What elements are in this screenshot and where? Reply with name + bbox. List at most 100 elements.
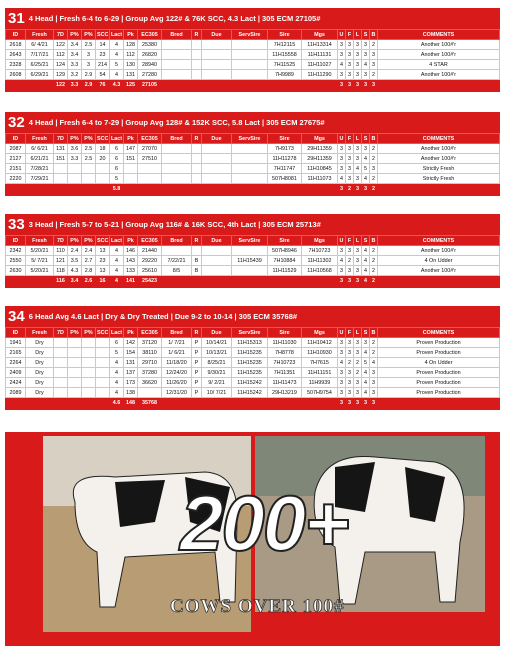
cell: 27510 xyxy=(137,153,162,164)
avg-cell xyxy=(81,397,96,408)
cell: 7/28/21 xyxy=(25,163,54,174)
cell: 2643 xyxy=(5,49,26,60)
cell: 6 xyxy=(109,153,124,164)
cell: 3 xyxy=(353,377,362,388)
avg-cell xyxy=(267,275,302,286)
cell: 27280 xyxy=(137,69,162,80)
cell: 7/29/21 xyxy=(25,173,54,184)
avg-cell: 5.8 xyxy=(109,183,124,194)
cell xyxy=(123,173,138,184)
cell: Proven Production xyxy=(377,347,500,358)
cell: 7H7615 xyxy=(301,357,338,368)
cell: 3 xyxy=(353,337,362,348)
avg-cell xyxy=(5,183,26,194)
cell: 3 xyxy=(337,39,346,50)
cell xyxy=(67,387,82,398)
cell: 112 xyxy=(123,49,138,60)
cell: 10/ 7/21 xyxy=(201,387,232,398)
avg-cell xyxy=(201,183,232,194)
lot: 32 4 Head | Fresh 6-4 to 7-29 | Group Avg… xyxy=(5,112,500,196)
column-header: P% xyxy=(67,133,82,144)
avg-cell: 3 xyxy=(337,183,346,194)
cell xyxy=(53,163,68,174)
cell: 11H11302 xyxy=(301,255,338,266)
cell: 25610 xyxy=(137,265,162,276)
cell: 29220 xyxy=(137,255,162,266)
cell xyxy=(191,245,202,256)
cell xyxy=(95,173,110,184)
cell xyxy=(81,387,96,398)
avg-cell xyxy=(201,275,232,286)
cow-row: 2165 Dry 5 154 38110 1/ 6/21 P 10/13/21 11H15235… xyxy=(5,347,500,358)
cell: 146 xyxy=(123,245,138,256)
lot: 31 4 Head | Fresh 6-4 to 6-29 | Group Avg… xyxy=(5,8,500,92)
avg-cell xyxy=(5,397,26,408)
column-header: 7D xyxy=(53,133,68,144)
cell xyxy=(67,377,82,388)
cell: 2 xyxy=(369,39,378,50)
cell: 6/25/21 xyxy=(25,59,54,70)
cell: 4 xyxy=(361,153,370,164)
lot-table: ID Fresh 7D P% P% SCC Lact Pk EC305 Bred R Due ServS… xyxy=(5,235,500,286)
avg-cell: 25423 xyxy=(137,275,162,286)
cell xyxy=(191,163,202,174)
cell xyxy=(231,59,268,70)
cell: 11H11030 xyxy=(267,337,302,348)
column-header: Fresh xyxy=(25,29,54,40)
cell: 6/ 6/21 xyxy=(25,143,54,154)
cell: 3 xyxy=(81,49,96,60)
avg-cell xyxy=(301,275,338,286)
header-row: ID Fresh 7D P% P% SCC Lact Pk EC305 Bred R Due ServS… xyxy=(5,235,500,246)
cell: 3 xyxy=(369,387,378,398)
column-header: EC305 xyxy=(137,327,162,338)
column-header: Due xyxy=(201,29,232,40)
cell: 6/29/21 xyxy=(25,69,54,80)
column-header: R xyxy=(191,235,202,246)
cell xyxy=(161,39,192,50)
cell: 143 xyxy=(123,255,138,266)
avg-cell: 35768 xyxy=(137,397,162,408)
cell: 3 xyxy=(345,265,354,276)
column-header: EC305 xyxy=(137,235,162,246)
column-header: F xyxy=(345,133,354,144)
avg-cell: 3 xyxy=(369,79,378,90)
column-header: R xyxy=(191,29,202,40)
avg-cell xyxy=(201,79,232,90)
cell: Strictly Fresh xyxy=(377,173,500,184)
cell: P xyxy=(191,387,202,398)
cell: 2.4 xyxy=(67,245,82,256)
cell: 2 xyxy=(369,245,378,256)
cell: 4 On Udder xyxy=(377,255,500,266)
cell xyxy=(67,173,82,184)
cow-row: 2550 5/ 7/21 121 3.5 2.7 23 4 143 29220 7/22/21 B 1… xyxy=(5,255,500,266)
column-header: COMMENTS xyxy=(377,327,500,338)
cell xyxy=(137,173,162,184)
cell: 3 xyxy=(345,143,354,154)
cell: 3 xyxy=(353,245,362,256)
cow-row: 2220 7/29/21 5 507H8081 11H11073 4 3 3 4 2 Strictl… xyxy=(5,173,500,184)
column-header: 7D xyxy=(53,29,68,40)
average-row: 5.8 3 2 3 3 2 xyxy=(5,183,500,194)
cell: 2.5 xyxy=(81,143,96,154)
cell: 4 xyxy=(361,265,370,276)
cell xyxy=(81,377,96,388)
cell: 23 xyxy=(95,49,110,60)
cell xyxy=(231,143,268,154)
cell: 2 xyxy=(345,357,354,368)
column-header: Lact xyxy=(109,235,124,246)
cell: 4 xyxy=(369,357,378,368)
column-header: P% xyxy=(81,133,96,144)
avg-cell xyxy=(25,275,54,286)
cell xyxy=(201,153,232,164)
column-header: B xyxy=(369,235,378,246)
cell: 4 xyxy=(361,173,370,184)
cell xyxy=(95,357,110,368)
cell xyxy=(201,49,232,60)
avg-cell xyxy=(267,397,302,408)
avg-cell: 3 xyxy=(345,397,354,408)
column-header: B xyxy=(369,133,378,144)
lot-summary: 3 Head | Fresh 5-7 to 5-21 | Group Avg 1… xyxy=(28,220,321,229)
avg-cell: 27105 xyxy=(137,79,162,90)
cell: 10/14/21 xyxy=(201,337,232,348)
cell: 3 xyxy=(369,49,378,60)
